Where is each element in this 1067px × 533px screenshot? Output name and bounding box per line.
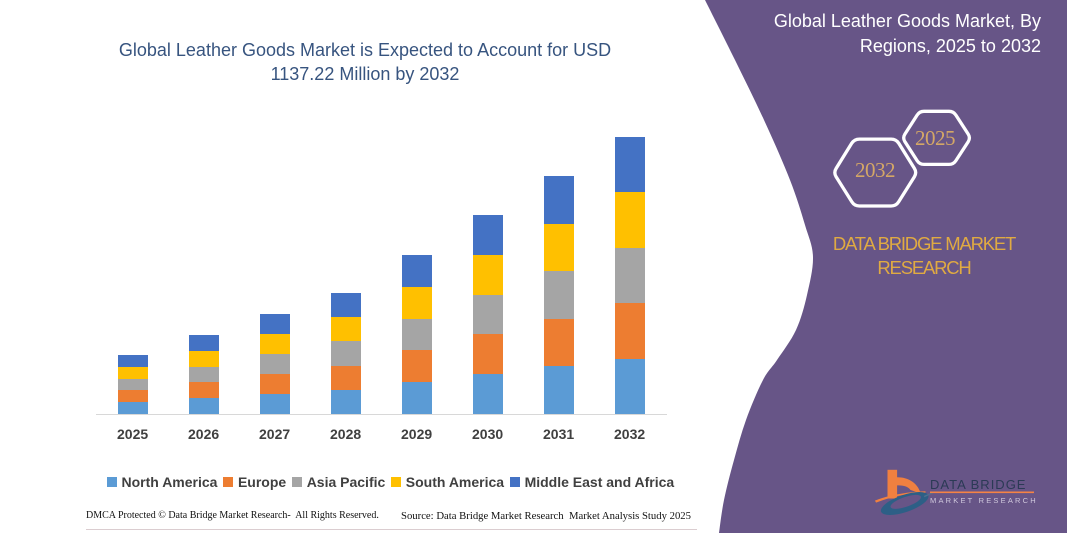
svg-text:MARKET RESEARCH: MARKET RESEARCH bbox=[930, 496, 1038, 505]
svg-text:DATA BRIDGE: DATA BRIDGE bbox=[930, 477, 1026, 492]
